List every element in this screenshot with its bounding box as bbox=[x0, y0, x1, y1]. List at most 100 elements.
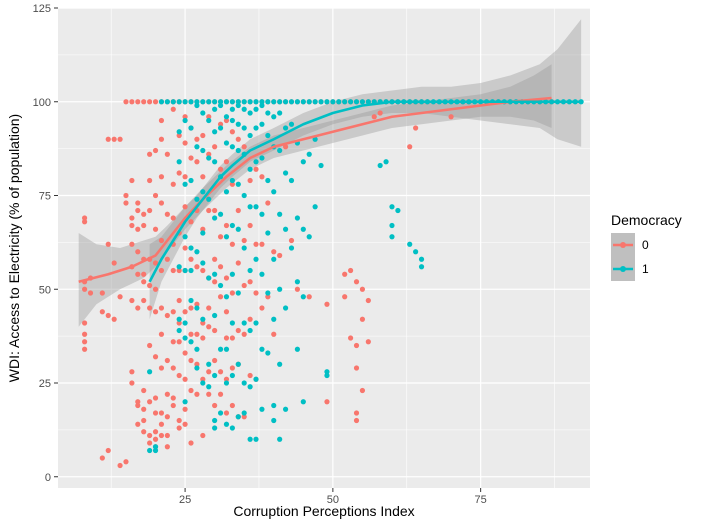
point-series-0 bbox=[158, 136, 165, 142]
point-series-0 bbox=[158, 432, 165, 439]
point-series-0 bbox=[194, 159, 200, 165]
point-series-0 bbox=[359, 286, 366, 292]
point-series-1 bbox=[206, 196, 212, 202]
point-series-0 bbox=[348, 267, 354, 274]
point-series-1 bbox=[229, 106, 235, 112]
point-series-1 bbox=[282, 99, 289, 105]
point-series-0 bbox=[176, 339, 182, 345]
point-series-1 bbox=[277, 147, 283, 154]
point-series-0 bbox=[152, 354, 159, 360]
point-series-0 bbox=[188, 256, 194, 262]
point-series-0 bbox=[253, 241, 259, 247]
point-series-0 bbox=[217, 391, 224, 397]
point-series-0 bbox=[271, 249, 277, 255]
point-series-1 bbox=[418, 256, 425, 262]
point-series-0 bbox=[105, 447, 111, 454]
smooth-line-0 bbox=[78, 96, 552, 284]
legend-title: Democracy bbox=[611, 212, 682, 228]
point-series-0 bbox=[247, 372, 253, 379]
point-series-0 bbox=[170, 309, 176, 315]
point-series-0 bbox=[123, 99, 129, 105]
x-tick-label: 25 bbox=[179, 494, 191, 506]
point-series-1 bbox=[241, 245, 247, 251]
point-series-0 bbox=[241, 144, 247, 150]
point-series-1 bbox=[182, 117, 188, 124]
point-series-0 bbox=[253, 290, 259, 296]
point-series-0 bbox=[135, 421, 141, 427]
point-series-0 bbox=[282, 144, 289, 150]
point-series-0 bbox=[188, 440, 194, 446]
point-series-0 bbox=[141, 406, 147, 412]
point-series-1 bbox=[170, 99, 176, 105]
point-series-0 bbox=[141, 279, 147, 285]
point-series-1 bbox=[217, 410, 224, 416]
point-series-0 bbox=[82, 331, 88, 337]
point-series-1 bbox=[206, 155, 212, 161]
point-series-1 bbox=[265, 110, 271, 116]
legend-label-0: 0 bbox=[642, 238, 649, 252]
point-series-0 bbox=[147, 440, 153, 446]
point-series-0 bbox=[123, 459, 129, 465]
point-series-1 bbox=[282, 305, 289, 311]
point-series-1 bbox=[377, 162, 383, 169]
point-series-0 bbox=[265, 200, 271, 206]
point-series-0 bbox=[371, 114, 377, 120]
point-series-0 bbox=[147, 305, 153, 311]
point-series-1 bbox=[306, 234, 312, 240]
point-series-0 bbox=[123, 200, 129, 206]
point-series-1 bbox=[271, 316, 277, 322]
point-series-0 bbox=[152, 99, 159, 105]
point-series-1 bbox=[182, 99, 188, 105]
point-series-1 bbox=[176, 99, 182, 105]
point-series-0 bbox=[194, 361, 200, 367]
point-series-1 bbox=[212, 159, 218, 165]
point-series-0 bbox=[342, 271, 348, 277]
legend-label-1: 1 bbox=[642, 262, 649, 276]
point-series-0 bbox=[135, 249, 141, 255]
point-series-0 bbox=[200, 432, 206, 439]
point-series-1 bbox=[253, 99, 259, 105]
point-series-1 bbox=[188, 125, 194, 131]
point-series-1 bbox=[235, 102, 241, 109]
point-series-1 bbox=[271, 99, 277, 105]
y-tick-label: 0 bbox=[45, 472, 51, 484]
point-series-0 bbox=[158, 267, 165, 274]
point-series-1 bbox=[229, 372, 235, 379]
point-series-1 bbox=[288, 177, 295, 184]
point-series-0 bbox=[147, 151, 153, 157]
point-series-1 bbox=[348, 99, 354, 105]
point-series-0 bbox=[105, 312, 111, 319]
point-series-0 bbox=[152, 436, 159, 442]
point-series-1 bbox=[223, 140, 230, 146]
point-series-1 bbox=[200, 230, 206, 236]
point-series-1 bbox=[200, 316, 206, 322]
point-series-0 bbox=[353, 279, 360, 285]
point-series-1 bbox=[212, 215, 218, 221]
point-series-1 bbox=[318, 162, 324, 169]
point-series-1 bbox=[235, 147, 241, 154]
point-series-1 bbox=[318, 99, 324, 105]
point-series-0 bbox=[82, 339, 88, 345]
point-series-1 bbox=[247, 436, 253, 442]
point-series-0 bbox=[212, 402, 218, 409]
point-series-0 bbox=[158, 331, 165, 337]
point-series-1 bbox=[288, 99, 295, 105]
point-series-1 bbox=[247, 110, 253, 116]
point-series-1 bbox=[265, 350, 271, 356]
point-series-0 bbox=[135, 402, 141, 409]
point-series-1 bbox=[229, 271, 235, 277]
point-series-1 bbox=[241, 380, 247, 386]
point-series-0 bbox=[182, 204, 188, 210]
point-series-0 bbox=[170, 215, 176, 221]
point-series-1 bbox=[259, 271, 265, 277]
point-series-0 bbox=[111, 316, 117, 322]
point-series-1 bbox=[200, 147, 206, 154]
smooth-lines bbox=[78, 96, 582, 284]
point-series-1 bbox=[294, 215, 300, 221]
point-series-1 bbox=[265, 177, 271, 184]
point-series-0 bbox=[188, 305, 194, 311]
point-series-0 bbox=[152, 429, 159, 435]
point-series-1 bbox=[229, 177, 235, 184]
point-series-0 bbox=[235, 327, 241, 334]
point-series-0 bbox=[217, 369, 224, 375]
